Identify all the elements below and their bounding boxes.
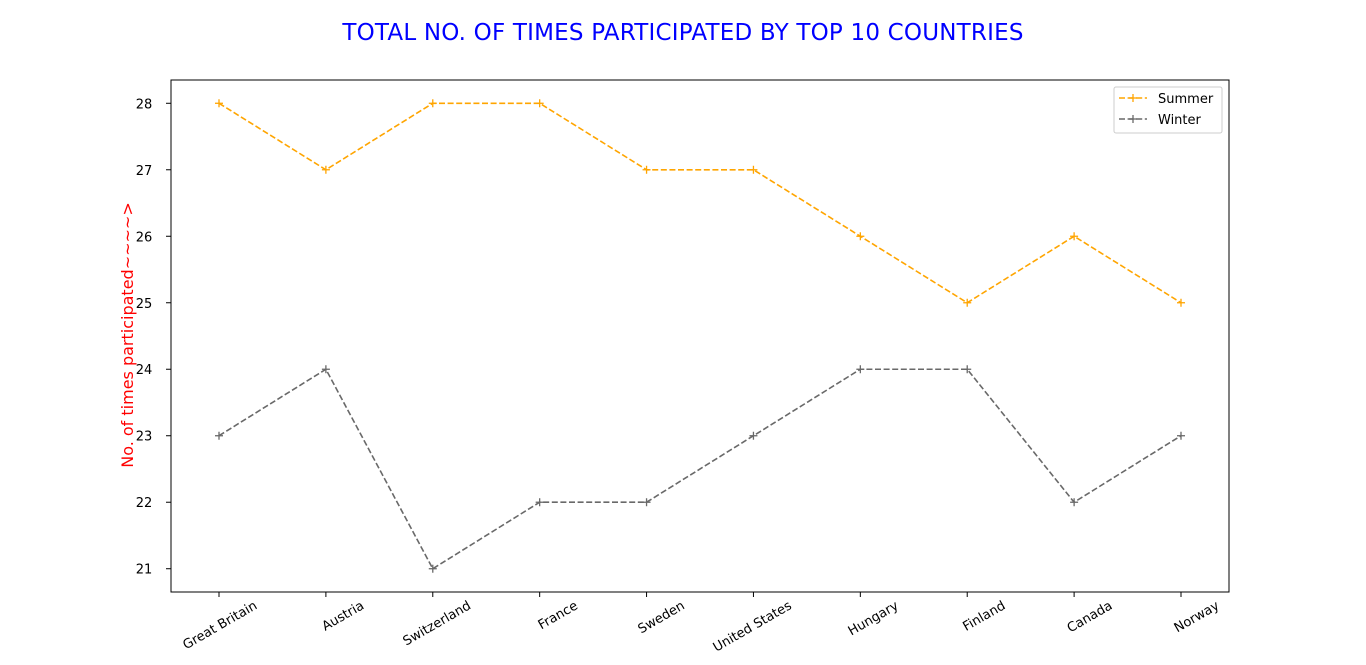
x-tick-label: Sweden — [636, 598, 688, 637]
x-tick-label: Switzerland — [401, 598, 474, 649]
x-tick-label: Hungary — [846, 598, 902, 639]
legend-label-summer: Summer — [1158, 92, 1214, 107]
data-point-summer — [1177, 298, 1185, 307]
y-tick-label: 24 — [136, 363, 153, 378]
data-point-winter — [428, 564, 437, 573]
series-line-summer — [218, 102, 1182, 304]
data-point-summer — [535, 99, 544, 108]
data-point-winter — [1070, 498, 1079, 507]
data-point-winter — [749, 431, 758, 440]
data-point-winter — [1177, 431, 1185, 440]
x-tick-label: Great Britain — [181, 598, 260, 653]
data-point-winter — [642, 498, 651, 507]
x-tick-label: Finland — [960, 598, 1008, 634]
legend-item-winter: Winter — [1119, 113, 1202, 128]
legend: Summer Winter — [1113, 86, 1223, 134]
data-point-summer — [642, 165, 651, 174]
series-line-winter — [218, 368, 1182, 570]
data-point-summer — [749, 165, 758, 174]
x-tick-label: Austria — [320, 598, 367, 634]
y-tick-label: 27 — [136, 164, 153, 179]
axes-frame — [170, 79, 1230, 593]
y-tick-label: 22 — [136, 496, 153, 511]
x-tick-label: France — [536, 598, 581, 633]
data-point-summer — [1070, 232, 1079, 241]
data-point-summer — [856, 232, 865, 241]
chart-title: TOTAL NO. OF TIMES PARTICIPATED BY TOP 1… — [342, 20, 1024, 46]
data-point-summer — [321, 165, 330, 174]
y-axis-label: No. of times participated~~~~> — [118, 202, 137, 468]
data-point-winter — [856, 365, 865, 374]
y-tick-label: 21 — [136, 563, 153, 578]
data-point-winter — [963, 365, 972, 374]
legend-item-summer: Summer — [1119, 92, 1214, 107]
x-tick-label: United States — [711, 598, 795, 655]
data-point-summer — [428, 99, 437, 108]
x-tick-label: Canada — [1065, 598, 1115, 636]
y-tick-label: 28 — [136, 97, 153, 112]
data-point-winter — [215, 431, 223, 440]
x-tick-label: Norway — [1172, 598, 1222, 636]
y-tick-label: 26 — [136, 230, 153, 245]
data-point-winter — [535, 498, 544, 507]
data-point-summer — [215, 99, 223, 108]
y-tick-label: 23 — [136, 430, 153, 445]
plot-area: 21 22 23 24 25 26 27 28 Great Britain Austria Swit… — [118, 79, 1230, 655]
data-point-summer — [963, 298, 972, 307]
legend-label-winter: Winter — [1158, 113, 1202, 128]
data-point-winter — [321, 365, 330, 374]
y-tick-label: 25 — [136, 297, 153, 312]
